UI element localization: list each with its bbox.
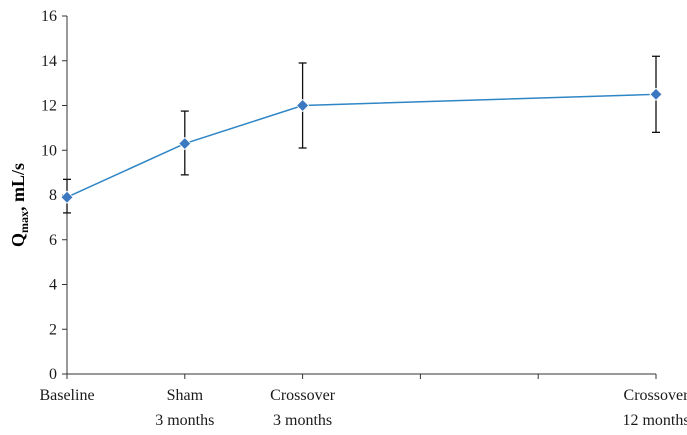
y-axis-title-main: Q	[8, 233, 28, 247]
y-tick-label-6: 6	[49, 232, 57, 249]
series-line-0	[66, 93, 657, 198]
x-tick-label-2-line-0: Crossover	[270, 387, 336, 404]
y-tick-label-0: 0	[49, 366, 57, 383]
data-point-3	[649, 87, 663, 101]
y-axis-title-rest: , mL/s	[8, 163, 28, 211]
y-tick-label-16: 16	[41, 8, 57, 25]
x-tick-label-1-line-1: 3 months	[155, 412, 214, 429]
y-tick-label-8: 8	[49, 187, 57, 204]
y-axis-title-subscript: max	[17, 211, 31, 233]
x-tick-label-3-line-1: 12 months	[622, 412, 687, 429]
y-tick-label-10: 10	[41, 142, 57, 159]
y-tick-label-14: 14	[41, 53, 57, 70]
axes	[66, 16, 656, 375]
y-tick-label-2: 2	[49, 321, 57, 338]
y-tick-label-4: 4	[49, 277, 57, 294]
x-tick-label-2-line-1: 3 months	[273, 412, 332, 429]
y-axis-title: Qmax, mL/s	[8, 163, 31, 247]
x-tick-label-1: Sham 3 months	[155, 387, 214, 429]
x-tick-label-3-line-0: Crossover	[624, 387, 687, 404]
x-tick-label-2: Crossover 3 months	[270, 387, 336, 429]
x-tick-label-3: Crossover 12 months	[622, 387, 687, 429]
x-tick-label-1-line-0: Sham	[167, 387, 204, 404]
data-point-1	[178, 136, 192, 151]
y-axis-ticks: 0 2 4 6 8 10 12 14 16	[41, 8, 67, 383]
data-point-2	[296, 98, 310, 113]
series-qmax	[60, 55, 663, 214]
x-tick-label-0-line-0: Baseline	[39, 387, 94, 404]
y-tick-label-12: 12	[41, 98, 57, 115]
data-point-0	[60, 190, 74, 204]
x-tick-label-0: Baseline	[39, 387, 94, 404]
